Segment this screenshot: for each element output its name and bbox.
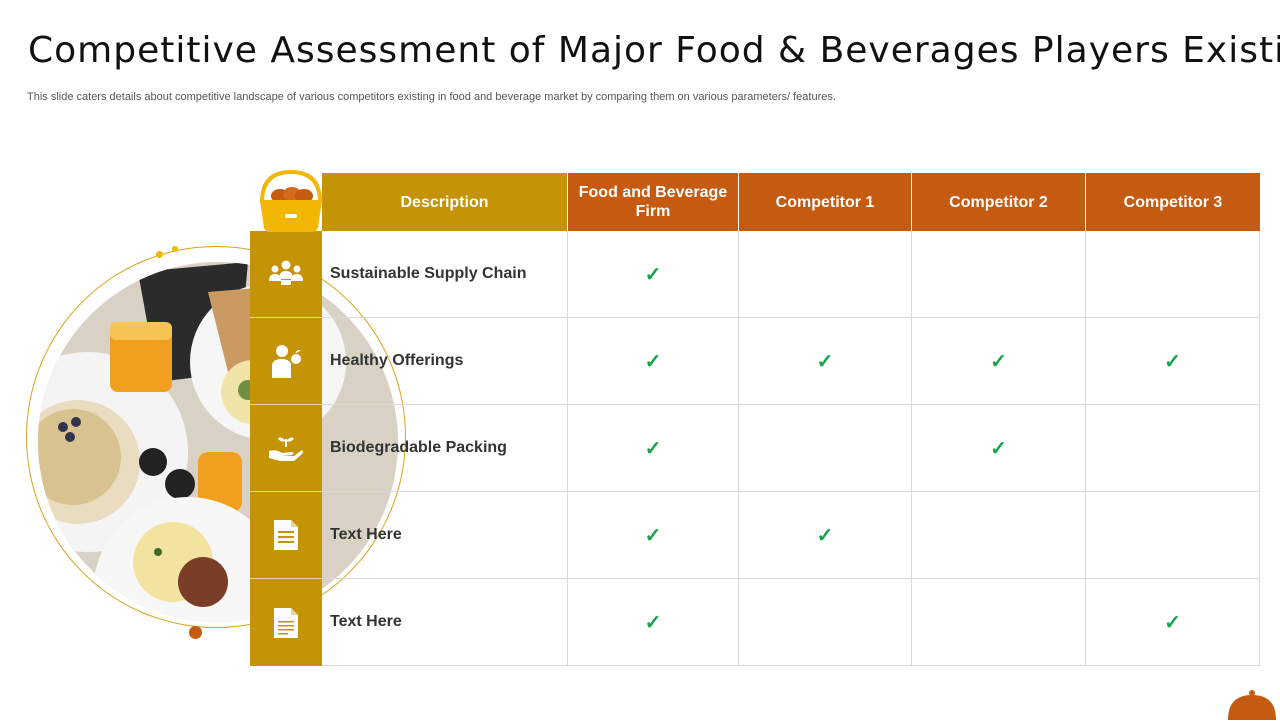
table-row: Biodegradable Packing ✓ ✓	[322, 405, 1260, 492]
header-firm: Food and Beverage Firm	[568, 173, 739, 231]
cloche-icon	[1224, 688, 1280, 720]
people-group-icon	[250, 231, 322, 318]
table-row: Text Here ✓ ✓	[322, 579, 1260, 666]
check-mark: ✓	[990, 350, 1007, 373]
page-subtitle: This slide caters details about competit…	[27, 91, 836, 103]
check-mark: ✓	[816, 350, 834, 373]
food-photo-decoration	[0, 240, 406, 640]
header-description: Description	[322, 173, 568, 231]
food-photo	[38, 262, 398, 622]
row-label: Text Here	[322, 492, 568, 579]
table-row: Sustainable Supply Chain ✓	[322, 231, 1260, 318]
document-text-icon	[250, 492, 322, 579]
page-title: Competitive Assessment of Major Food & B…	[28, 30, 1280, 71]
person-with-apple-icon	[250, 318, 322, 405]
table-body: Sustainable Supply Chain ✓ Healthy Offer…	[322, 231, 1260, 666]
table-header-row: Description Food and Beverage Firm Compe…	[322, 173, 1260, 231]
check-mark: ✓	[644, 350, 662, 373]
table-row: Text Here ✓ ✓	[322, 492, 1260, 579]
row-icon-column	[250, 231, 322, 666]
check-mark: ✓	[1164, 350, 1181, 373]
row-label: Text Here	[322, 579, 568, 666]
check-mark: ✓	[816, 524, 834, 547]
decor-dot	[156, 251, 163, 258]
row-label: Biodegradable Packing	[322, 405, 568, 492]
header-competitor-1: Competitor 1	[739, 173, 912, 231]
check-mark: ✓	[644, 263, 662, 286]
row-label: Sustainable Supply Chain	[322, 231, 568, 318]
document-icon	[250, 579, 322, 666]
table-row: Healthy Offerings ✓ ✓ ✓ ✓	[322, 318, 1260, 405]
check-mark: ✓	[1164, 611, 1181, 634]
check-mark: ✓	[644, 437, 662, 460]
orbit-ring	[26, 246, 406, 628]
bread-basket-icon	[258, 169, 324, 234]
check-mark: ✓	[644, 611, 662, 634]
header-competitor-2: Competitor 2	[912, 173, 1086, 231]
check-mark: ✓	[644, 524, 662, 547]
row-label: Healthy Offerings	[322, 318, 568, 405]
comparison-table: Description Food and Beverage Firm Compe…	[250, 173, 1260, 666]
decor-dot	[172, 246, 178, 252]
decor-dot	[189, 626, 202, 639]
check-mark: ✓	[990, 437, 1007, 460]
hand-with-plant-icon	[250, 405, 322, 492]
header-competitor-3: Competitor 3	[1086, 173, 1260, 231]
